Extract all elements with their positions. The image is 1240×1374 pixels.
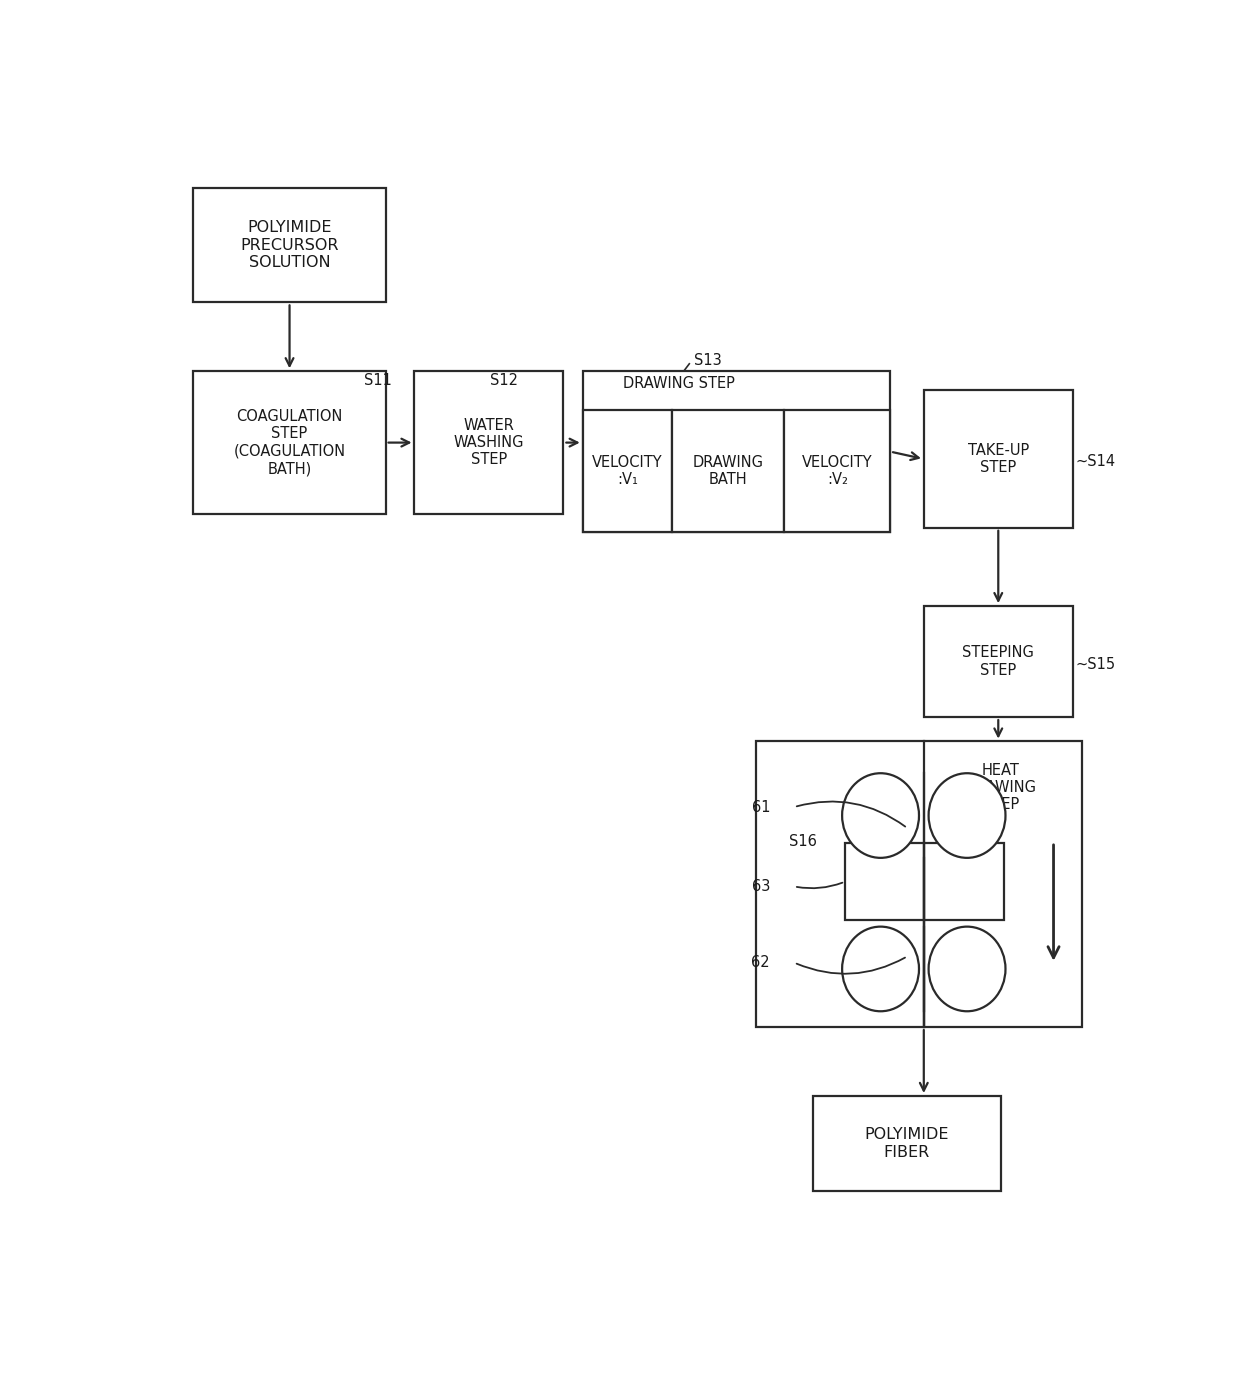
Bar xyxy=(193,371,386,514)
Text: ~S15: ~S15 xyxy=(1075,657,1116,672)
Text: S16: S16 xyxy=(789,834,817,849)
Circle shape xyxy=(842,774,919,857)
Bar xyxy=(785,411,890,532)
Circle shape xyxy=(929,926,1006,1011)
Bar xyxy=(755,742,1083,1028)
Text: COAGULATION
STEP
(COAGULATION
BATH): COAGULATION STEP (COAGULATION BATH) xyxy=(233,409,346,477)
Bar xyxy=(672,411,785,532)
Text: ~S14: ~S14 xyxy=(1075,453,1116,469)
Text: S11: S11 xyxy=(365,374,392,389)
Text: 61: 61 xyxy=(751,800,770,815)
Text: S13: S13 xyxy=(694,353,722,368)
Text: 63: 63 xyxy=(751,879,770,894)
Text: TAKE-UP
STEP: TAKE-UP STEP xyxy=(967,442,1029,475)
Text: VELOCITY
:V₂: VELOCITY :V₂ xyxy=(802,455,873,488)
Bar xyxy=(924,606,1073,717)
Text: DRAWING
BATH: DRAWING BATH xyxy=(693,455,764,488)
Text: VELOCITY
:V₁: VELOCITY :V₁ xyxy=(591,455,662,488)
Bar xyxy=(414,371,563,514)
Text: DRAWING STEP: DRAWING STEP xyxy=(622,376,734,392)
Bar xyxy=(583,411,672,532)
Bar xyxy=(583,371,890,532)
Text: 62: 62 xyxy=(751,955,770,970)
Text: POLYIMIDE
FIBER: POLYIMIDE FIBER xyxy=(864,1127,950,1160)
Circle shape xyxy=(929,774,1006,857)
Text: S12: S12 xyxy=(490,374,518,389)
Text: WATER
WASHING
STEP: WATER WASHING STEP xyxy=(454,418,525,467)
Text: POLYIMIDE
PRECURSOR
SOLUTION: POLYIMIDE PRECURSOR SOLUTION xyxy=(241,220,339,271)
Text: STEEPING
STEP: STEEPING STEP xyxy=(962,646,1034,677)
Bar xyxy=(924,390,1073,528)
Bar xyxy=(813,1096,1001,1191)
Bar xyxy=(844,844,1003,921)
Circle shape xyxy=(842,926,919,1011)
Bar xyxy=(193,188,386,302)
Text: HEAT
DRAWING
STEP: HEAT DRAWING STEP xyxy=(965,763,1037,812)
